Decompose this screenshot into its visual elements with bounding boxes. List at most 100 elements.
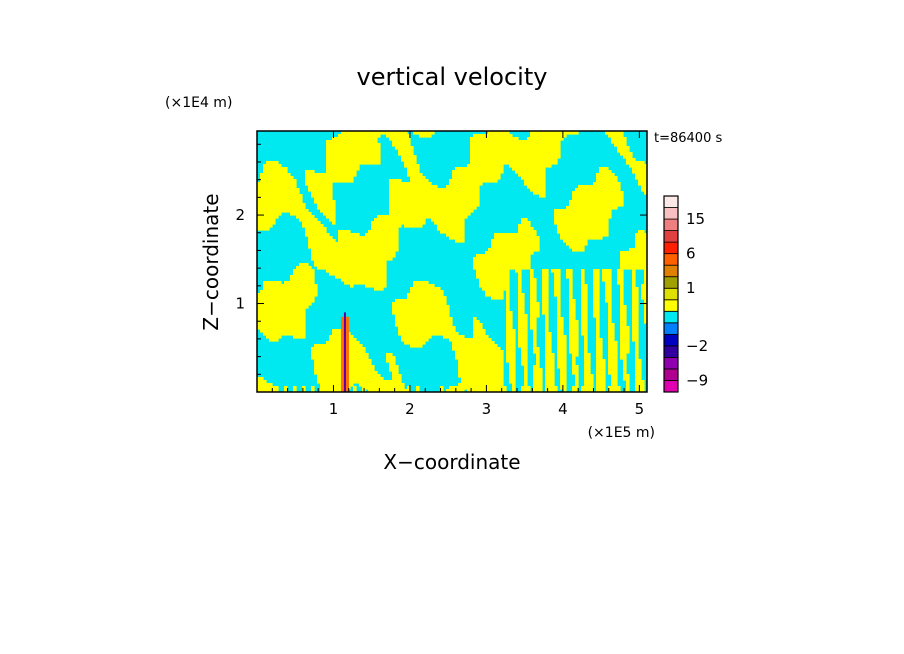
positive-velocity-region	[536, 362, 540, 366]
positive-velocity-region	[437, 224, 465, 228]
colorbar-swatch	[663, 345, 679, 358]
positive-velocity-region	[557, 359, 567, 363]
positive-velocity-region	[542, 302, 549, 306]
positive-velocity-region	[617, 269, 624, 273]
positive-velocity-region	[623, 377, 630, 381]
positive-velocity-region	[560, 383, 567, 387]
positive-velocity-region	[545, 386, 558, 390]
positive-velocity-region	[581, 299, 588, 303]
positive-velocity-region	[263, 170, 288, 174]
positive-velocity-region	[530, 314, 540, 318]
positive-velocity-region	[518, 227, 534, 231]
positive-velocity-region	[398, 326, 456, 330]
positive-velocity-region	[620, 251, 647, 255]
positive-velocity-region	[602, 278, 612, 282]
positive-velocity-region	[533, 335, 537, 339]
positive-velocity-region	[596, 317, 600, 321]
positive-velocity-region	[521, 389, 531, 392]
positive-velocity-region	[308, 188, 333, 192]
positive-velocity-region	[632, 284, 636, 288]
positive-velocity-region	[542, 272, 549, 276]
positive-velocity-region	[518, 284, 522, 288]
positive-velocity-region	[365, 284, 387, 288]
positive-velocity-region	[317, 377, 384, 381]
positive-velocity-region	[524, 182, 546, 186]
positive-velocity-region	[440, 389, 444, 392]
positive-velocity-region	[593, 281, 600, 285]
positive-velocity-region	[635, 233, 647, 237]
positive-velocity-region	[626, 161, 645, 165]
positive-velocity-region	[413, 281, 429, 285]
positive-velocity-region	[518, 344, 528, 348]
positive-velocity-region	[461, 377, 504, 381]
positive-velocity-region	[644, 299, 647, 303]
positive-velocity-region	[620, 332, 630, 336]
positive-velocity-region	[263, 281, 282, 285]
x-unit-label: (×1E5 m)	[588, 425, 655, 441]
positive-velocity-region	[608, 356, 618, 360]
positive-velocity-region	[599, 170, 612, 174]
positive-velocity-region	[638, 230, 645, 234]
positive-velocity-region	[293, 269, 315, 273]
positive-velocity-region	[596, 377, 606, 381]
positive-velocity-region	[368, 389, 411, 392]
positive-velocity-region	[491, 296, 504, 300]
positive-velocity-region	[326, 269, 387, 273]
positive-velocity-region	[575, 188, 621, 192]
positive-velocity-region	[305, 230, 327, 234]
positive-velocity-region	[581, 284, 588, 288]
positive-velocity-region	[566, 275, 573, 279]
positive-velocity-region	[542, 293, 549, 297]
positive-velocity-region	[608, 353, 618, 357]
positive-velocity-region	[509, 371, 516, 375]
positive-velocity-region	[389, 137, 411, 141]
positive-velocity-region	[635, 245, 647, 249]
positive-velocity-region	[632, 281, 636, 285]
positive-velocity-region	[521, 362, 528, 366]
positive-velocity-region	[584, 359, 591, 363]
positive-velocity-region	[620, 353, 627, 357]
positive-velocity-region	[632, 329, 639, 333]
positive-velocity-region	[608, 338, 615, 342]
positive-velocity-region	[593, 302, 600, 306]
positive-velocity-region	[305, 182, 333, 186]
positive-velocity-region	[308, 239, 336, 243]
positive-velocity-region	[644, 305, 647, 309]
positive-velocity-region	[578, 185, 621, 189]
positive-velocity-region	[632, 170, 647, 174]
colorbar-swatch	[663, 357, 679, 370]
positive-velocity-region	[350, 284, 354, 288]
positive-velocity-region	[545, 314, 549, 318]
positive-velocity-region	[572, 194, 624, 198]
positive-velocity-region	[608, 323, 615, 327]
positive-velocity-region	[533, 338, 537, 342]
positive-velocity-region	[338, 239, 399, 243]
positive-velocity-region	[473, 134, 513, 138]
positive-velocity-region	[584, 383, 594, 387]
positive-velocity-region	[533, 347, 540, 351]
positive-velocity-region	[458, 374, 504, 378]
positive-velocity-region	[545, 374, 555, 378]
positive-velocity-region	[530, 284, 537, 288]
positive-velocity-region	[392, 371, 399, 375]
positive-velocity-region	[608, 134, 624, 138]
positive-velocity-region	[557, 296, 561, 300]
positive-velocity-region	[518, 224, 531, 228]
positive-velocity-region	[314, 200, 336, 204]
positive-velocity-region	[518, 290, 522, 294]
positive-velocity-region	[557, 353, 567, 357]
positive-velocity-region	[581, 269, 585, 273]
positive-velocity-region	[362, 386, 405, 390]
positive-velocity-region	[620, 320, 627, 324]
positive-velocity-region	[518, 275, 522, 279]
positive-velocity-region	[386, 134, 411, 138]
positive-velocity-region	[620, 356, 627, 360]
positive-velocity-region	[338, 233, 360, 237]
positive-velocity-region	[596, 389, 606, 392]
positive-velocity-region	[608, 305, 612, 309]
positive-velocity-region	[581, 323, 588, 327]
positive-velocity-region	[509, 374, 516, 378]
positive-velocity-region	[641, 188, 647, 192]
positive-velocity-region	[311, 254, 396, 258]
